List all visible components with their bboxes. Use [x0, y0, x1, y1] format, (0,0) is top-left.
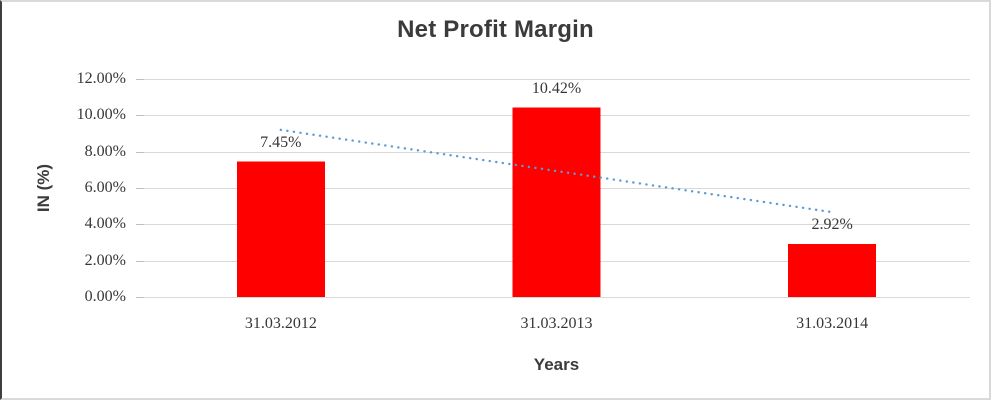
y-tick-label: 6.00%: [84, 179, 126, 196]
y-tick-label: 12.00%: [76, 70, 126, 87]
data-label: 2.92%: [811, 215, 853, 233]
chart-title: Net Profit Margin: [397, 16, 594, 43]
y-tick-label: 2.00%: [84, 251, 126, 269]
chart-frame: [0, 0, 991, 400]
y-tick-label: 10.00%: [76, 106, 126, 124]
y-tick-label: 8.00%: [84, 142, 126, 160]
data-label: 7.45%: [260, 133, 302, 151]
x-axis-title: Years: [533, 355, 580, 374]
x-tick-label: 31.03.2012: [244, 315, 317, 332]
y-tick-label: 0.00%: [84, 288, 126, 305]
x-tick-label: 31.03.2014: [796, 315, 869, 332]
y-tick-label: 4.00%: [84, 215, 126, 233]
data-label: 10.42%: [531, 79, 582, 97]
x-tick-label: 31.03.2013: [520, 315, 593, 332]
